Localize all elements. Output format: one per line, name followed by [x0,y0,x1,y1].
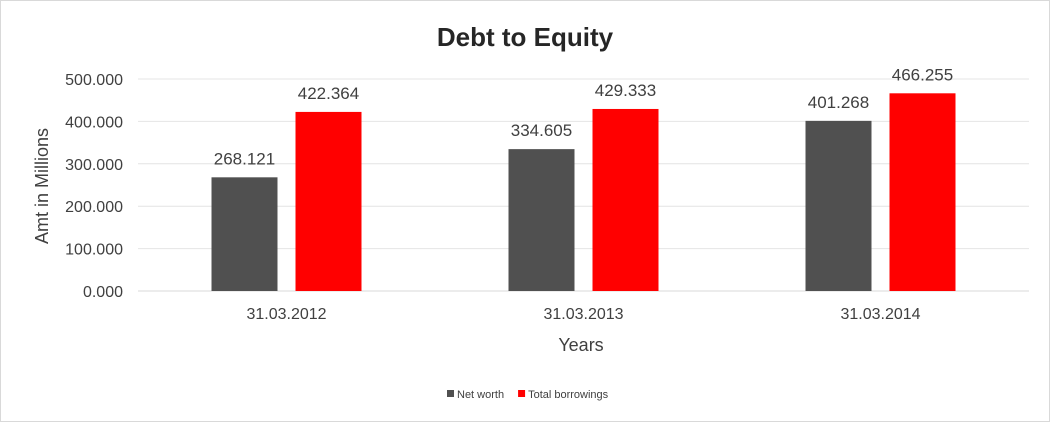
y-axis-ticks: 0.000 100.000 200.000 300.000 400.000 500.000 [65,72,123,301]
data-label: 401.268 [808,93,869,112]
gridlines [138,78,1029,292]
data-label: 422.364 [298,84,359,103]
x-tick-label: 31.03.2012 [246,306,326,323]
y-tick-label: 500.000 [65,72,123,89]
x-axis-ticks: 31.03.2012 31.03.2013 31.03.2014 [246,306,920,323]
data-label: 334.605 [511,121,572,140]
legend-label: Total borrowings [528,389,609,401]
chart-title: Debt to Equity [437,22,614,52]
x-tick-label: 31.03.2013 [543,306,623,323]
y-tick-label: 0.000 [83,284,123,301]
bar [508,149,575,291]
bar [889,93,956,291]
data-label: 429.333 [595,81,656,100]
x-axis-title: Years [558,335,603,355]
bar [211,177,278,291]
legend-swatch [518,390,526,397]
bar [805,120,872,291]
legend-label: Net worth [457,389,504,401]
y-tick-label: 100.000 [65,242,123,259]
y-tick-label: 300.000 [65,157,123,174]
bar [295,111,362,291]
legend-swatch [447,390,454,397]
data-label: 268.121 [214,149,275,168]
y-tick-label: 200.000 [65,199,123,216]
legend: Net worth Total borrowings [447,389,609,401]
y-axis-title: Amt in Millions [32,128,52,244]
bars [211,93,956,292]
bar [592,108,659,292]
x-tick-label: 31.03.2014 [840,306,920,323]
data-labels: 268.121 422.364 334.605 429.333 401.268 466.2… [214,65,953,168]
y-tick-label: 400.000 [65,114,123,131]
data-label: 466.255 [892,65,953,84]
